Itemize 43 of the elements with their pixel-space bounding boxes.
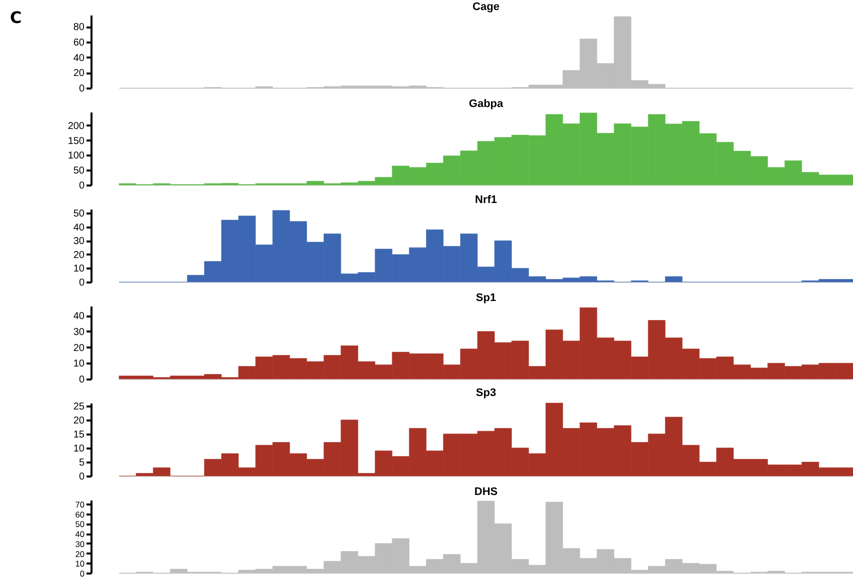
y-tick-label: 30 <box>73 236 85 248</box>
y-tick-label: 80 <box>73 22 85 34</box>
y-tick-label: 5 <box>78 457 85 468</box>
y-tick-label: 150 <box>68 136 85 147</box>
y-tick-label: 20 <box>73 250 85 261</box>
y-tick-label: 20 <box>73 68 85 80</box>
y-tick-label: 40 <box>75 529 85 540</box>
y-tick-label: 40 <box>73 222 85 234</box>
chart-title: Sp1 <box>476 292 496 304</box>
y-tick-label: 20 <box>73 415 85 426</box>
y-tick-label: 60 <box>75 509 85 520</box>
chart-title: Nrf1 <box>474 194 498 206</box>
y-tick-label: 50 <box>73 166 85 177</box>
y-tick-label: 20 <box>73 342 85 354</box>
y-tick-label: 0 <box>78 472 85 482</box>
y-tick-label: 10 <box>75 558 85 569</box>
y-tick-label: 100 <box>68 150 85 162</box>
y-tick-label: 10 <box>73 264 85 275</box>
chart-title: Sp3 <box>476 386 496 399</box>
chart-title: Cage <box>472 1 500 13</box>
y-tick-label: 20 <box>75 548 85 559</box>
y-tick-label: 0 <box>78 278 85 288</box>
y-tick-label: 30 <box>73 326 85 338</box>
chart-title: Gabpa <box>468 98 504 110</box>
y-tick-label: 40 <box>73 311 85 322</box>
y-tick-label: 15 <box>73 429 85 440</box>
y-tick-label: 60 <box>73 37 85 48</box>
y-tick-label: 0 <box>78 374 85 386</box>
chart-title: DHS <box>474 486 498 498</box>
y-tick-label: 25 <box>73 401 85 412</box>
y-tick-label: 0 <box>78 180 85 192</box>
text: C <box>10 8 22 27</box>
y-tick-label: 0 <box>80 568 85 578</box>
y-tick-label: 10 <box>73 443 85 454</box>
bar <box>664 276 683 282</box>
y-tick-label: 30 <box>75 538 85 549</box>
y-tick-label: 0 <box>78 84 85 94</box>
y-tick-label: 40 <box>73 52 85 64</box>
y-tick-label: 10 <box>73 358 85 370</box>
y-tick-label: 50 <box>73 208 85 220</box>
y-tick-label: 70 <box>75 499 85 510</box>
y-tick-label: 50 <box>75 519 85 530</box>
y-tick-label: 200 <box>68 120 85 132</box>
